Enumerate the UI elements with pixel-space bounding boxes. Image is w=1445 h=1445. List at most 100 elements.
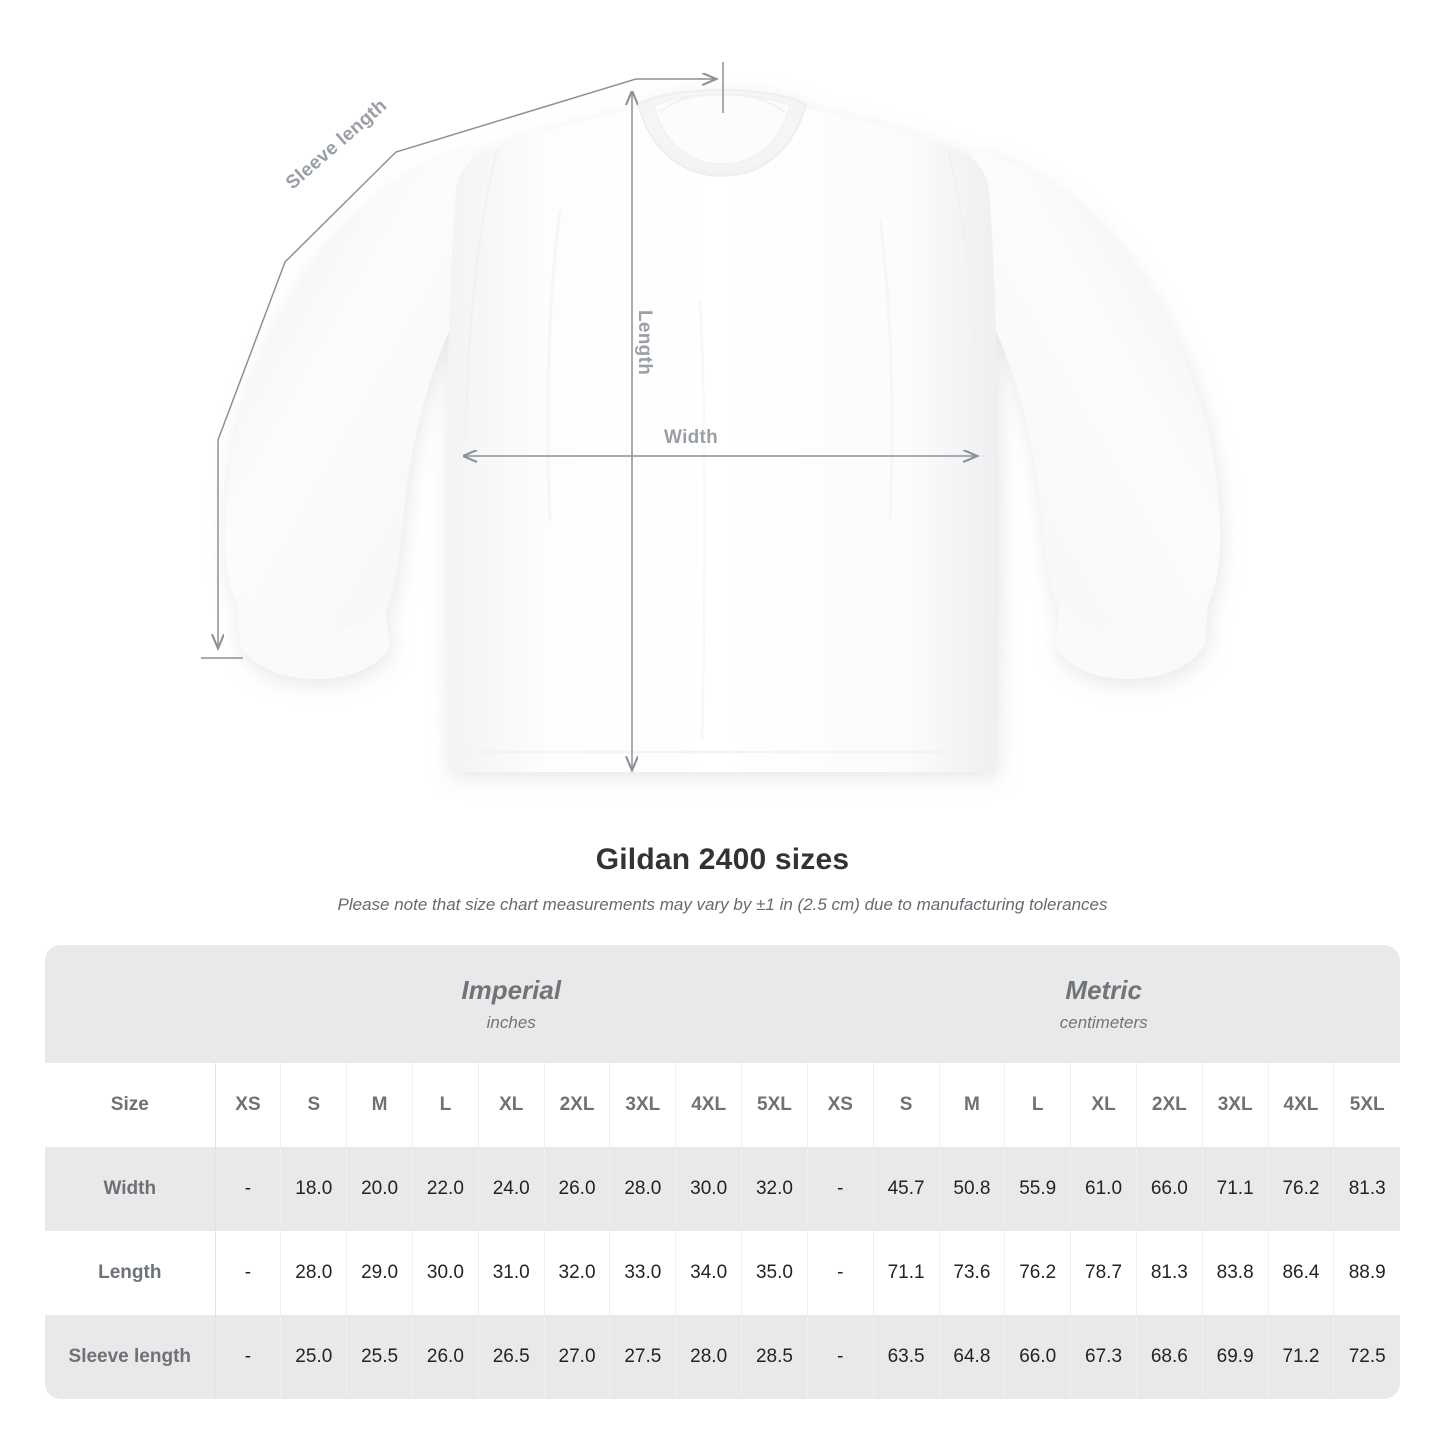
size-header-metric-s: S	[872, 1063, 940, 1147]
cell-sleeve-metric-xl: 67.3	[1070, 1315, 1137, 1399]
garment-illustration: Sleeve length Length Width	[201, 62, 1221, 820]
page-title: Gildan 2400 sizes	[595, 843, 850, 876]
size-header-metric-3xl: 3XL	[1201, 1063, 1269, 1147]
size-header-imperial-xs: XS	[214, 1063, 281, 1147]
tolerance-note: Please note that size chart measurements…	[337, 895, 1108, 914]
unit-system-label-imperial: Imperial	[461, 974, 562, 1005]
cell-length-metric-2xl: 81.3	[1135, 1231, 1203, 1315]
cell-width-imperial-xl: 24.0	[477, 1147, 545, 1231]
cell-sleeve-imperial-xs: -	[214, 1315, 281, 1399]
right-sleeve	[940, 150, 1221, 644]
chart-caption: Gildan 2400 sizes Please note that size …	[0, 840, 1445, 916]
table-header-row: Size XS S M L XL 2XL 3XL 4XL 5XL XS S M …	[45, 1063, 1400, 1147]
dimension-lines	[201, 62, 977, 770]
left-sleeve	[224, 150, 505, 644]
fold-1	[546, 209, 562, 521]
cell-width-metric-5xl: 81.3	[1333, 1147, 1400, 1231]
cell-width-metric-s: 45.7	[872, 1147, 940, 1231]
cell-length-imperial-5xl: 35.0	[741, 1231, 808, 1315]
sleeve-dimension-line	[218, 78, 637, 648]
cell-length-imperial-2xl: 32.0	[543, 1231, 610, 1315]
cell-length-imperial-l: 30.0	[412, 1231, 479, 1315]
cell-sleeve-imperial-m: 25.5	[346, 1315, 413, 1399]
size-chart-table: Imperial inches Metric centimeters Size …	[45, 945, 1400, 1399]
row-label-width: Width	[45, 1147, 216, 1231]
size-header-metric-5xl: 5XL	[1333, 1063, 1400, 1147]
cell-sleeve-metric-3xl: 69.9	[1201, 1315, 1269, 1399]
cell-width-imperial-s: 18.0	[280, 1147, 347, 1231]
size-header-metric-2xl: 2XL	[1135, 1063, 1203, 1147]
cell-length-imperial-xl: 31.0	[477, 1231, 545, 1315]
cell-length-imperial-3xl: 33.0	[609, 1231, 676, 1315]
cell-width-imperial-3xl: 28.0	[609, 1147, 676, 1231]
cell-length-imperial-4xl: 34.0	[675, 1231, 742, 1315]
size-chart-table-container: Imperial inches Metric centimeters Size …	[45, 945, 1400, 1399]
cell-length-imperial-s: 28.0	[280, 1231, 347, 1315]
width-dimension-label: Width	[664, 427, 719, 448]
unit-group-metric: Metric centimeters	[807, 945, 1400, 1063]
left-cuff	[236, 592, 390, 680]
cell-sleeve-metric-m: 64.8	[938, 1315, 1005, 1399]
cell-width-metric-4xl: 76.2	[1267, 1147, 1334, 1231]
cell-sleeve-metric-s: 63.5	[872, 1315, 940, 1399]
cell-sleeve-imperial-s: 25.0	[280, 1315, 347, 1399]
cell-width-imperial-2xl: 26.0	[543, 1147, 610, 1231]
cell-sleeve-imperial-5xl: 28.5	[741, 1315, 808, 1399]
cell-sleeve-imperial-l: 26.0	[412, 1315, 479, 1399]
cell-length-metric-3xl: 83.8	[1201, 1231, 1269, 1315]
right-shoulder-seam	[946, 149, 981, 441]
size-header-imperial-2xl: 2XL	[543, 1063, 610, 1147]
length-dimension-label: Length	[634, 310, 655, 376]
cell-width-imperial-4xl: 30.0	[675, 1147, 742, 1231]
unit-measure-label-imperial: inches	[486, 1012, 536, 1032]
unit-band-spacer	[45, 945, 216, 1063]
cell-width-imperial-5xl: 32.0	[741, 1147, 808, 1231]
cell-length-metric-4xl: 86.4	[1267, 1231, 1334, 1315]
size-header-imperial-xl: XL	[477, 1063, 545, 1147]
fold-2	[878, 219, 894, 521]
cell-length-imperial-m: 29.0	[346, 1231, 413, 1315]
size-header-metric-xs: XS	[806, 1063, 874, 1147]
unit-system-label-metric: Metric	[1065, 974, 1142, 1005]
table-row: Length - 28.0 29.0 30.0 31.0 32.0 33.0 3…	[45, 1231, 1400, 1315]
cell-sleeve-imperial-4xl: 28.0	[675, 1315, 742, 1399]
left-shoulder-seam	[464, 149, 499, 441]
unit-group-imperial: Imperial inches	[215, 945, 808, 1063]
garment-svg	[201, 62, 1221, 820]
size-header-metric-m: M	[938, 1063, 1005, 1147]
cell-length-metric-xs: -	[806, 1231, 874, 1315]
cell-width-imperial-xs: -	[214, 1147, 281, 1231]
cell-length-metric-xl: 78.7	[1070, 1231, 1137, 1315]
cell-width-metric-m: 50.8	[938, 1147, 1005, 1231]
shirt-body	[446, 108, 999, 772]
cell-width-imperial-m: 20.0	[346, 1147, 413, 1231]
cell-sleeve-imperial-3xl: 27.5	[609, 1315, 676, 1399]
fold-3	[698, 299, 707, 741]
cell-sleeve-imperial-xl: 26.5	[477, 1315, 545, 1399]
table-row: Width - 18.0 20.0 22.0 24.0 26.0 28.0 30…	[45, 1147, 1400, 1231]
row-label-length: Length	[45, 1231, 216, 1315]
cell-width-metric-2xl: 66.0	[1135, 1147, 1203, 1231]
size-header-imperial-s: S	[280, 1063, 347, 1147]
cell-length-metric-s: 71.1	[872, 1231, 940, 1315]
cell-width-metric-xs: -	[806, 1147, 874, 1231]
size-header-imperial-m: M	[346, 1063, 413, 1147]
size-header-imperial-l: L	[412, 1063, 479, 1147]
cell-width-metric-l: 55.9	[1004, 1147, 1071, 1231]
cell-sleeve-metric-5xl: 72.5	[1333, 1315, 1400, 1399]
cell-width-imperial-l: 22.0	[412, 1147, 479, 1231]
size-header-imperial-5xl: 5XL	[741, 1063, 808, 1147]
size-header-imperial-4xl: 4XL	[675, 1063, 742, 1147]
right-cuff	[1055, 592, 1209, 680]
unit-measure-label-metric: centimeters	[1059, 1012, 1148, 1032]
size-header-metric-xl: XL	[1070, 1063, 1137, 1147]
collar-back	[659, 92, 785, 113]
cell-length-imperial-xs: -	[214, 1231, 281, 1315]
cell-sleeve-metric-l: 66.0	[1004, 1315, 1071, 1399]
cell-sleeve-metric-4xl: 71.2	[1267, 1315, 1334, 1399]
cell-length-metric-m: 73.6	[938, 1231, 1005, 1315]
size-header-metric-4xl: 4XL	[1267, 1063, 1334, 1147]
row-label-sleeve-length: Sleeve length	[45, 1315, 216, 1399]
cell-length-metric-l: 76.2	[1004, 1231, 1071, 1315]
table-row: Sleeve length - 25.0 25.5 26.0 26.5 27.0…	[45, 1315, 1400, 1399]
